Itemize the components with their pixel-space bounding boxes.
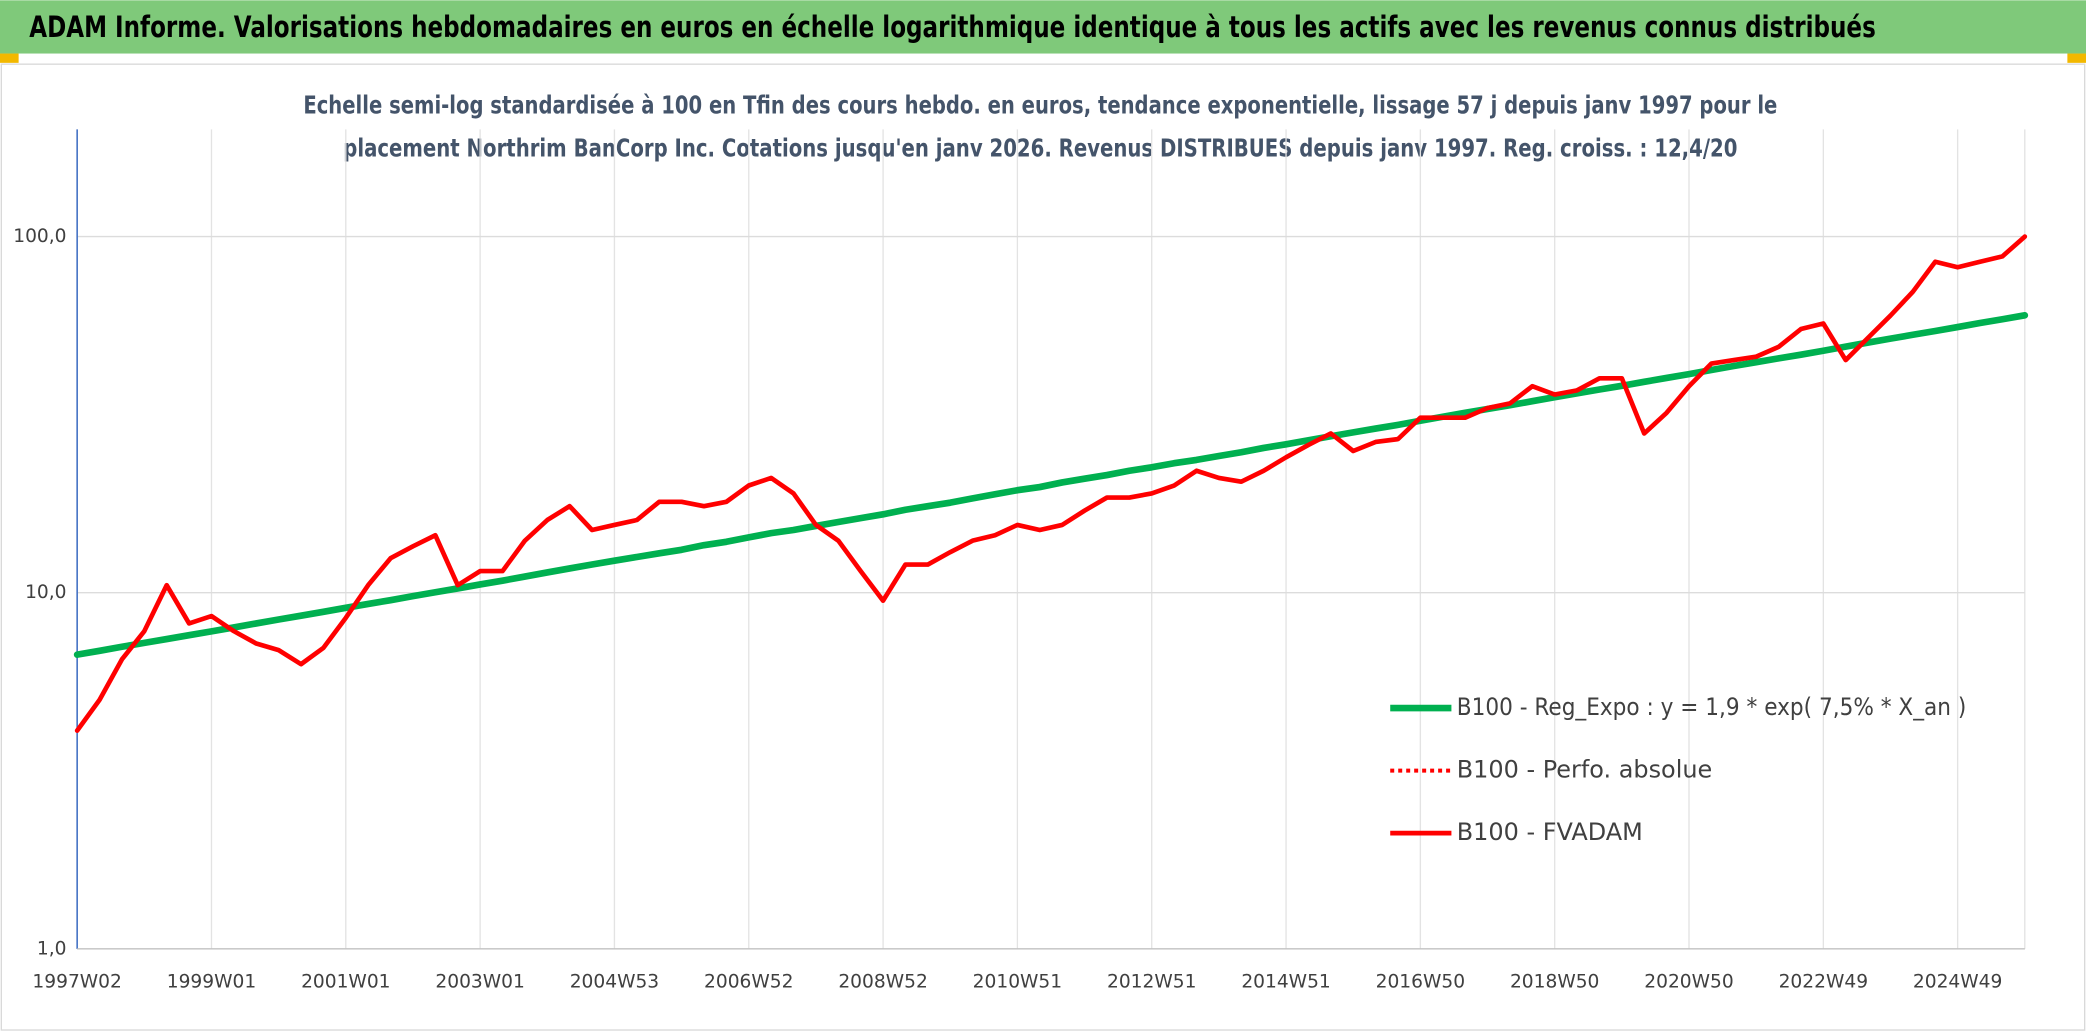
- x-tick-label: 2004W53: [570, 972, 659, 993]
- x-tick-label: 2020W50: [1644, 972, 1733, 993]
- series-line: [74, 234, 2028, 733]
- legend-label: B100 - Reg_Expo : y = 1,9 * exp( 7,5% * …: [1457, 693, 1967, 721]
- y-tick-label: 10,0: [25, 582, 66, 603]
- y-tick-label: 100,0: [13, 226, 66, 247]
- x-tick-label: 2003W01: [435, 972, 524, 993]
- x-tick-label: 2014W51: [1241, 972, 1330, 993]
- chart-subtitle: placement Northrim BanCorp Inc. Cotation…: [343, 133, 1737, 162]
- chart-frame: [0, 63, 2086, 1031]
- x-tick-label: 2024W49: [1913, 972, 2002, 993]
- x-tick-label: 1997W02: [32, 972, 121, 993]
- x-tick-label: 1999W01: [167, 972, 256, 993]
- x-tick-label: 2008W52: [838, 972, 927, 993]
- legend-label: B100 - Perfo. absolue: [1457, 756, 1713, 784]
- x-tick-label: 2006W52: [704, 972, 793, 993]
- y-tick-label: 1,0: [37, 938, 67, 959]
- chart-subtitle: Echelle semi-log standardisée à 100 en T…: [303, 91, 1777, 120]
- x-tick-label: 2016W50: [1376, 972, 1465, 993]
- x-tick-label: 2010W51: [973, 972, 1062, 993]
- x-tick-label: 2012W51: [1107, 972, 1196, 993]
- x-tick-label: 2022W49: [1779, 972, 1868, 993]
- chart-title: ADAM Informe. Valorisations hebdomadaire…: [29, 10, 1876, 44]
- corner-mark: [2067, 53, 2086, 63]
- corner-mark: [0, 53, 19, 63]
- header-band: [0, 0, 2086, 54]
- legend-label: B100 - FVADAM: [1457, 818, 1643, 846]
- x-tick-label: 2001W01: [301, 972, 390, 993]
- x-tick-label: 2018W50: [1510, 972, 1599, 993]
